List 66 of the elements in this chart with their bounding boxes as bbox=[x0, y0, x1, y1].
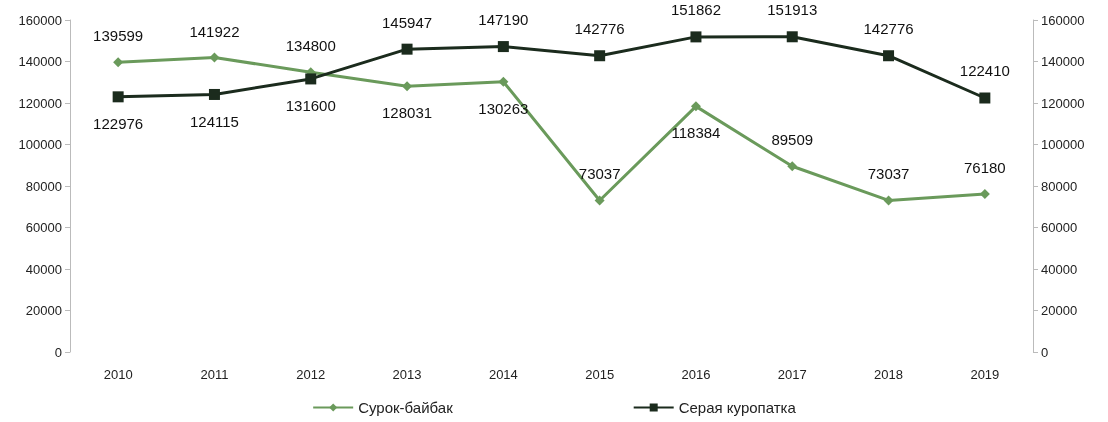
x-tick-label: 2019 bbox=[970, 367, 1000, 382]
data-label: 73037 bbox=[578, 165, 621, 183]
point bbox=[113, 57, 124, 68]
data-label: 139599 bbox=[93, 27, 144, 45]
y2-tick-label: 160000 bbox=[1041, 12, 1085, 28]
y-tick-label: 40000 bbox=[25, 261, 62, 277]
y-tick-label: 100000 bbox=[18, 137, 62, 152]
y2-tick-label: 140000 bbox=[1041, 54, 1085, 69]
x-tick-label: 2010 bbox=[103, 367, 133, 382]
x-tick-label: 2015 bbox=[585, 367, 615, 382]
y-tick-label: 80000 bbox=[25, 178, 62, 194]
y2-tick-label: 20000 bbox=[1041, 303, 1078, 318]
data-label: 142776 bbox=[574, 20, 625, 38]
legend-label: Сурок-байбак bbox=[358, 399, 454, 416]
x-tick-label: 2013 bbox=[392, 367, 422, 382]
x-tick-label: 2014 bbox=[488, 367, 518, 382]
data-label: 122410 bbox=[959, 62, 1010, 80]
y2-tick-label: 60000 bbox=[1041, 220, 1078, 235]
point bbox=[208, 88, 220, 100]
data-label: 141922 bbox=[189, 22, 240, 40]
y-tick-label: 60000 bbox=[25, 220, 62, 235]
y-tick-label: 20000 bbox=[25, 303, 62, 318]
point bbox=[883, 50, 895, 62]
y-tick-label: 140000 bbox=[18, 54, 62, 69]
data-label: 151913 bbox=[767, 1, 818, 19]
data-label: 128031 bbox=[382, 104, 433, 122]
data-label: 89509 bbox=[771, 131, 814, 149]
point bbox=[594, 50, 606, 62]
data-label: 151862 bbox=[670, 1, 721, 19]
legend-label: Серая куропатка bbox=[678, 399, 797, 416]
y2-tick-label: 0 bbox=[1041, 344, 1049, 360]
point bbox=[883, 195, 894, 206]
y2-tick-label: 80000 bbox=[1041, 178, 1078, 194]
y2-tick-label: 100000 bbox=[1041, 137, 1085, 152]
y-tick-label: 160000 bbox=[18, 12, 62, 28]
data-label: 142776 bbox=[863, 20, 914, 38]
point bbox=[594, 195, 605, 206]
data-label: 76180 bbox=[963, 158, 1006, 176]
x-tick-label: 2018 bbox=[874, 367, 904, 382]
point bbox=[112, 91, 124, 103]
x-tick-label: 2016 bbox=[681, 367, 711, 382]
x-tick-label: 2011 bbox=[200, 367, 229, 382]
point bbox=[498, 76, 509, 87]
point bbox=[209, 52, 220, 63]
data-label: 73037 bbox=[867, 165, 910, 183]
x-tick-label: 2012 bbox=[296, 367, 326, 382]
y-tick-label: 120000 bbox=[18, 95, 62, 111]
data-label: 124115 bbox=[189, 112, 239, 130]
data-label: 118384 bbox=[671, 124, 721, 142]
data-label: 147190 bbox=[478, 11, 529, 29]
data-label: 131600 bbox=[285, 97, 336, 115]
point bbox=[401, 43, 413, 55]
y-tick-label: 0 bbox=[54, 344, 62, 360]
point bbox=[786, 31, 798, 43]
point bbox=[690, 31, 702, 43]
data-label: 145947 bbox=[382, 13, 433, 31]
data-label: 134800 bbox=[285, 37, 336, 55]
point bbox=[690, 101, 701, 112]
point bbox=[979, 92, 991, 104]
point bbox=[787, 161, 798, 172]
point bbox=[497, 41, 509, 53]
point bbox=[305, 73, 317, 85]
x-tick-label: 2017 bbox=[777, 367, 807, 382]
y2-tick-label: 40000 bbox=[1041, 261, 1078, 277]
data-label: 122976 bbox=[93, 115, 144, 133]
y2-tick-label: 120000 bbox=[1041, 95, 1085, 111]
